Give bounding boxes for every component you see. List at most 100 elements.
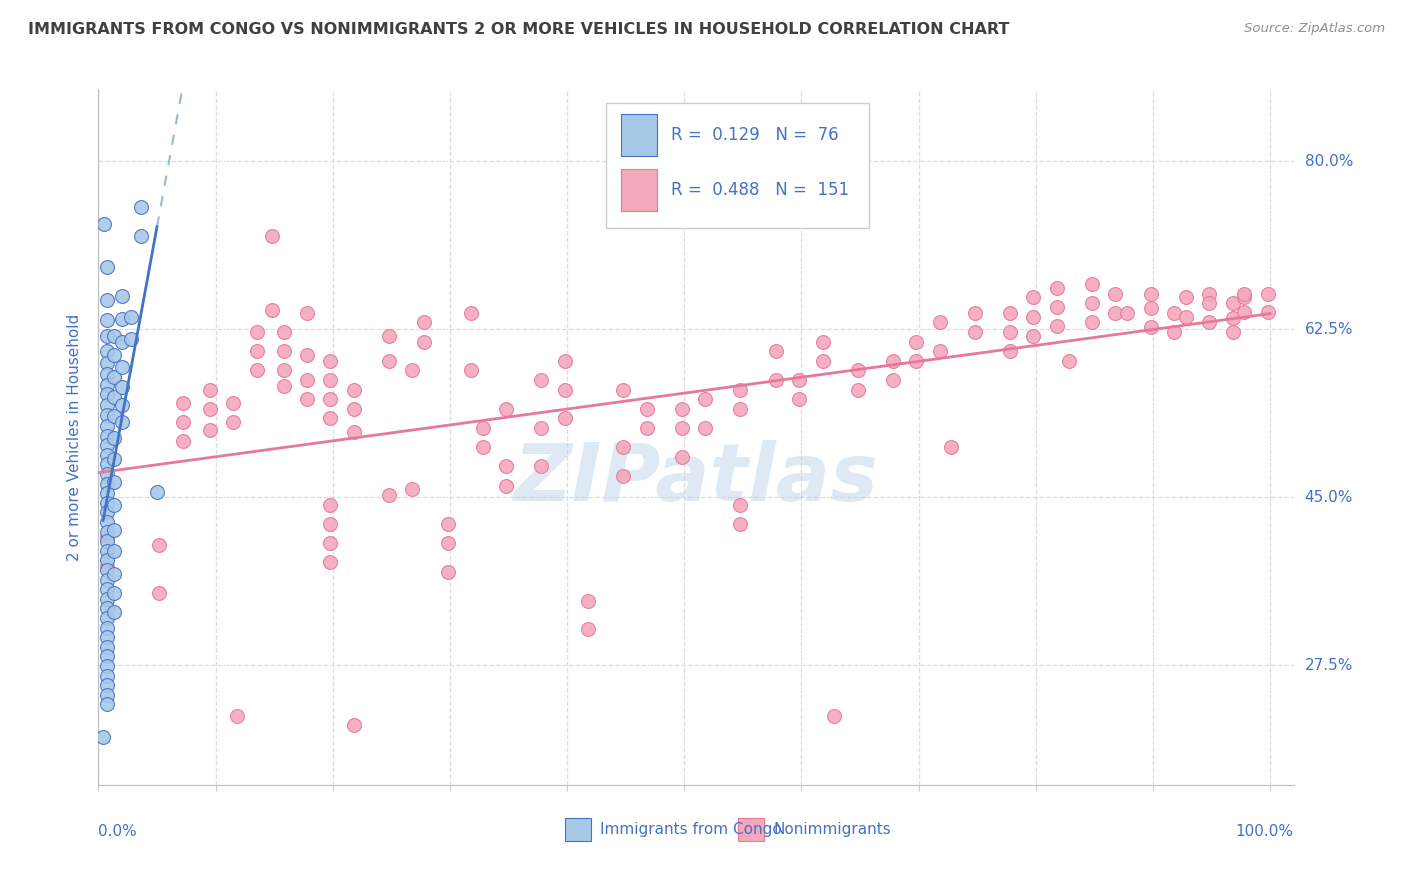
Point [103, 328, 125, 343]
Point [103, 390, 125, 404]
Point [576, 593, 599, 607]
Text: Immigrants from Congo: Immigrants from Congo [600, 822, 782, 837]
Point [96, 630, 118, 644]
Point [576, 623, 599, 637]
Point [198, 401, 221, 416]
Point [530, 421, 553, 435]
Point [225, 709, 247, 723]
Point [1057, 353, 1080, 368]
Point [846, 363, 869, 377]
Point [96, 573, 118, 587]
Point [471, 440, 494, 454]
Point [963, 325, 986, 339]
Point [103, 498, 125, 512]
Point [260, 302, 283, 317]
Text: R =  0.129   N =  76: R = 0.129 N = 76 [671, 126, 838, 144]
Point [273, 363, 295, 377]
FancyBboxPatch shape [620, 169, 657, 211]
Point [103, 605, 125, 619]
Point [495, 401, 517, 416]
Point [1022, 328, 1045, 343]
Point [1116, 306, 1139, 320]
Point [882, 373, 904, 387]
Y-axis label: 2 or more Vehicles in Household: 2 or more Vehicles in Household [67, 313, 83, 561]
Point [695, 421, 717, 435]
Point [246, 363, 269, 377]
Point [1139, 301, 1161, 315]
Point [129, 229, 152, 244]
Point [319, 516, 342, 531]
Point [96, 659, 118, 673]
Point [1222, 310, 1244, 325]
Point [636, 401, 658, 416]
Point [246, 325, 269, 339]
Point [671, 401, 693, 416]
Point [1104, 286, 1126, 301]
Point [1198, 315, 1220, 329]
Point [96, 515, 118, 529]
Point [96, 419, 118, 434]
Point [146, 485, 169, 500]
Point [96, 668, 118, 682]
Point [612, 469, 634, 483]
Point [96, 698, 118, 712]
Point [295, 392, 318, 407]
Point [941, 440, 963, 454]
Point [1081, 315, 1104, 329]
Point [436, 536, 458, 550]
Point [905, 334, 928, 349]
Point [413, 315, 436, 329]
Text: IMMIGRANTS FROM CONGO VS NONIMMIGRANTS 2 OR MORE VEHICLES IN HOUSEHOLD CORRELATI: IMMIGRANTS FROM CONGO VS NONIMMIGRANTS 2… [28, 22, 1010, 37]
Point [1198, 286, 1220, 301]
Point [111, 415, 134, 429]
Point [319, 555, 342, 569]
Point [343, 401, 366, 416]
Point [96, 621, 118, 635]
Point [401, 363, 423, 377]
Point [111, 311, 134, 326]
Point [103, 451, 125, 466]
Text: 45.0%: 45.0% [1305, 490, 1353, 505]
Point [273, 325, 295, 339]
Point [111, 288, 134, 302]
Point [96, 524, 118, 539]
Point [246, 344, 269, 359]
Point [111, 380, 134, 394]
Point [172, 434, 194, 449]
Point [378, 328, 401, 343]
Point [530, 459, 553, 474]
Point [96, 611, 118, 625]
Point [612, 440, 634, 454]
Point [1139, 286, 1161, 301]
Point [730, 516, 752, 531]
Point [295, 306, 318, 320]
Point [1046, 300, 1069, 314]
Point [96, 553, 118, 567]
Point [148, 538, 170, 552]
FancyBboxPatch shape [620, 114, 657, 156]
Point [273, 344, 295, 359]
Point [787, 392, 810, 407]
Point [96, 293, 118, 308]
Point [1022, 310, 1045, 324]
Point [103, 348, 125, 362]
Point [554, 353, 576, 368]
Point [1081, 277, 1104, 291]
Point [96, 428, 118, 442]
Point [730, 383, 752, 397]
Point [96, 328, 118, 343]
Point [103, 475, 125, 489]
Point [963, 306, 986, 320]
Point [319, 536, 342, 550]
Text: ZIPatlas: ZIPatlas [513, 440, 879, 518]
Text: 100.0%: 100.0% [1236, 824, 1294, 838]
Point [436, 565, 458, 579]
Point [96, 344, 118, 359]
Point [460, 363, 482, 377]
Point [765, 344, 787, 359]
Point [998, 344, 1021, 359]
Point [172, 396, 194, 410]
Point [882, 353, 904, 368]
Point [96, 534, 118, 549]
Point [96, 356, 118, 370]
